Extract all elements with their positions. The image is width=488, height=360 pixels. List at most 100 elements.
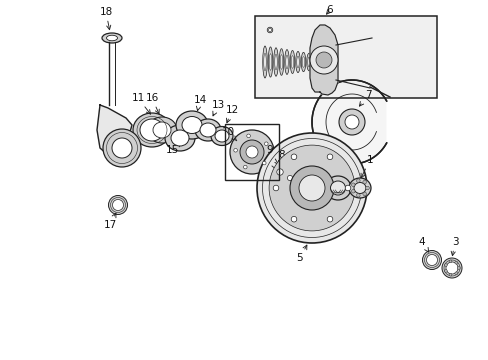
Circle shape (287, 175, 292, 181)
Circle shape (233, 148, 237, 152)
Circle shape (362, 192, 366, 196)
Circle shape (356, 194, 359, 197)
Circle shape (103, 129, 141, 167)
Ellipse shape (269, 54, 271, 70)
Circle shape (422, 251, 441, 270)
Text: 18: 18 (99, 7, 112, 30)
Text: 12: 12 (225, 105, 238, 123)
Text: 8: 8 (278, 150, 288, 171)
Text: 2: 2 (321, 155, 334, 178)
Circle shape (273, 185, 278, 191)
Ellipse shape (290, 50, 294, 73)
Circle shape (257, 133, 366, 243)
Ellipse shape (291, 56, 293, 68)
Ellipse shape (296, 56, 299, 68)
Circle shape (268, 28, 271, 32)
Ellipse shape (182, 117, 202, 134)
Circle shape (309, 46, 337, 74)
Circle shape (338, 109, 364, 135)
Ellipse shape (273, 48, 278, 76)
Circle shape (112, 138, 132, 158)
Ellipse shape (268, 47, 272, 77)
Polygon shape (309, 25, 337, 95)
Circle shape (345, 115, 358, 129)
Circle shape (362, 180, 366, 184)
Circle shape (445, 262, 457, 274)
Ellipse shape (274, 54, 277, 70)
Circle shape (245, 146, 258, 158)
Circle shape (448, 273, 451, 276)
Circle shape (326, 216, 332, 222)
Text: 14: 14 (193, 95, 206, 111)
Text: 1: 1 (360, 155, 372, 178)
Bar (224, 124, 279, 180)
Circle shape (441, 258, 461, 278)
Circle shape (444, 264, 447, 266)
Circle shape (291, 154, 296, 159)
Ellipse shape (279, 49, 283, 75)
Circle shape (112, 199, 123, 211)
Ellipse shape (153, 122, 171, 138)
Polygon shape (312, 81, 385, 163)
Text: 11: 11 (131, 93, 150, 114)
Circle shape (326, 154, 332, 159)
Text: 7: 7 (359, 90, 370, 106)
Ellipse shape (353, 183, 365, 194)
Text: 15: 15 (165, 143, 181, 155)
Ellipse shape (301, 52, 305, 72)
Circle shape (444, 270, 447, 273)
Circle shape (448, 260, 451, 263)
Ellipse shape (210, 126, 232, 145)
Circle shape (276, 169, 283, 175)
Ellipse shape (262, 46, 267, 78)
Ellipse shape (280, 55, 282, 69)
Circle shape (315, 52, 331, 68)
Ellipse shape (164, 125, 195, 151)
Circle shape (298, 175, 325, 201)
Circle shape (356, 179, 359, 183)
Circle shape (289, 166, 333, 210)
Ellipse shape (106, 35, 117, 41)
Ellipse shape (171, 130, 189, 146)
Ellipse shape (102, 33, 122, 43)
Text: 16: 16 (145, 93, 159, 114)
Circle shape (454, 261, 457, 264)
Ellipse shape (215, 130, 228, 142)
Circle shape (268, 145, 354, 231)
Ellipse shape (176, 111, 207, 139)
Ellipse shape (200, 123, 216, 137)
Ellipse shape (306, 53, 311, 71)
Circle shape (243, 165, 246, 169)
Circle shape (291, 216, 296, 222)
Circle shape (426, 255, 437, 266)
Circle shape (274, 166, 285, 178)
Ellipse shape (325, 176, 350, 200)
Circle shape (345, 185, 350, 191)
Polygon shape (97, 105, 132, 162)
Ellipse shape (285, 55, 287, 69)
Circle shape (240, 140, 264, 164)
Circle shape (454, 272, 457, 275)
Circle shape (246, 134, 250, 138)
Text: 5: 5 (296, 245, 306, 263)
Ellipse shape (295, 51, 300, 73)
Text: 4: 4 (418, 237, 428, 252)
Text: 17: 17 (103, 213, 116, 230)
Circle shape (285, 173, 294, 183)
Bar (254, 16, 436, 98)
Ellipse shape (133, 113, 171, 147)
Ellipse shape (307, 57, 309, 67)
Circle shape (365, 186, 368, 190)
Ellipse shape (302, 57, 304, 67)
Ellipse shape (330, 181, 345, 195)
Circle shape (108, 195, 127, 215)
Circle shape (229, 130, 273, 174)
Text: 13: 13 (211, 100, 224, 116)
Text: 9: 9 (266, 145, 278, 165)
Ellipse shape (140, 119, 163, 141)
Text: 6: 6 (326, 5, 333, 15)
Circle shape (351, 183, 354, 186)
Ellipse shape (263, 53, 265, 71)
Circle shape (262, 161, 265, 165)
Circle shape (456, 267, 459, 269)
